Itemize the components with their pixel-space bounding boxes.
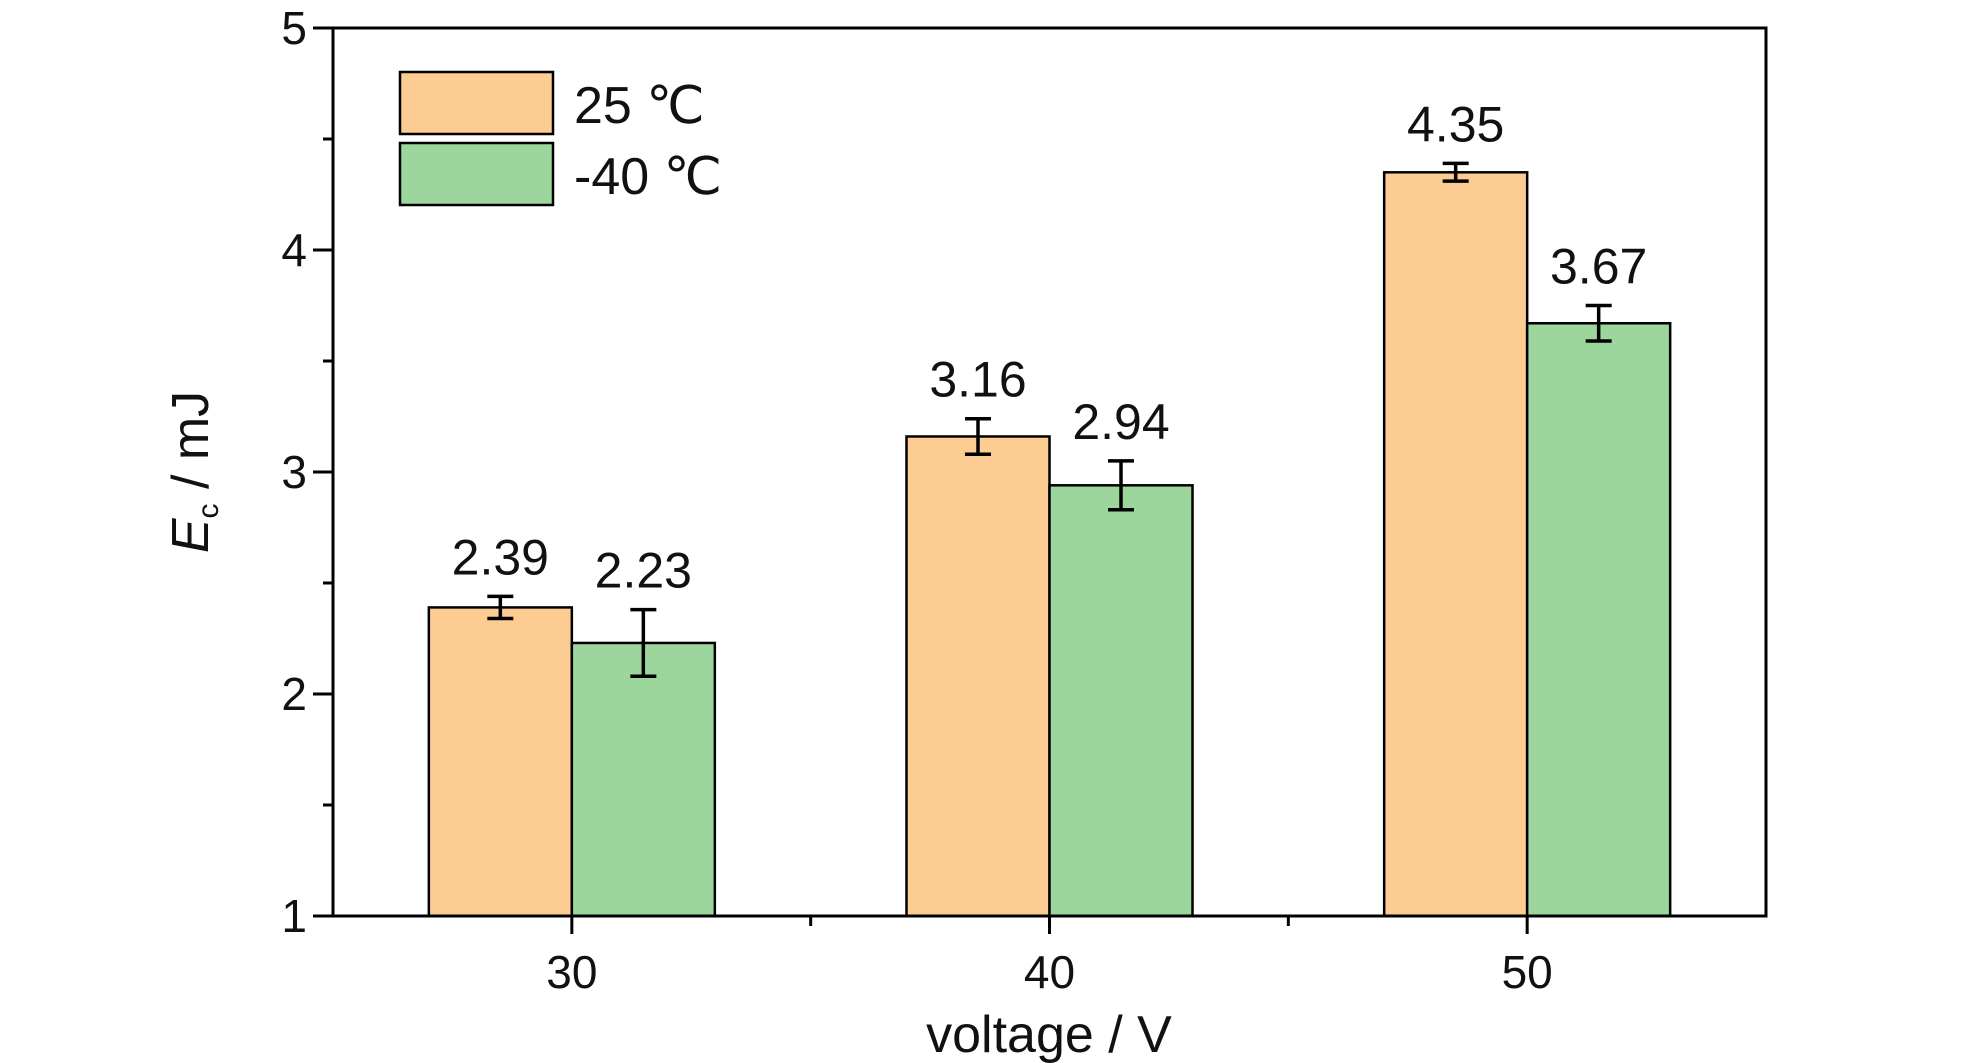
x-axis-ticks: 30 40 50 xyxy=(546,916,1553,998)
legend-label-25c: 25 ℃ xyxy=(574,77,705,135)
x-tick-label-30: 30 xyxy=(546,946,597,998)
bar-25-30 xyxy=(427,606,574,918)
bar-25-40 xyxy=(905,435,1051,918)
bar-minus40-40 xyxy=(1048,484,1194,918)
error-bar-25-30 xyxy=(487,594,514,621)
legend-swatch-minus40c xyxy=(398,141,555,207)
data-label-minus40-40: 2.94 xyxy=(1072,394,1169,450)
data-labels-layer: 2.39 2.23 3.16 2.94 4.35 3.67 xyxy=(452,96,1648,598)
error-bar-minus40-40 xyxy=(1108,459,1134,512)
error-bar-minus40-30 xyxy=(630,607,657,678)
legend: 25 ℃ -40 ℃ xyxy=(398,70,722,207)
error-bars-layer xyxy=(487,161,1612,678)
y-tick-label: 4 xyxy=(281,224,307,276)
x-axis-title: voltage / V xyxy=(926,1006,1172,1063)
bars-layer xyxy=(427,171,1672,918)
y-axis-title-sub: c xyxy=(192,503,225,518)
y-tick-label: 5 xyxy=(281,2,307,54)
error-bar-minus40-50 xyxy=(1585,303,1612,343)
legend-label-minus40c: -40 ℃ xyxy=(574,148,722,206)
data-label-25-50: 4.35 xyxy=(1407,96,1504,152)
y-axis-ticks: 1 2 3 4 5 xyxy=(281,2,333,942)
error-bar-25-40 xyxy=(965,416,991,456)
bar-minus40-30 xyxy=(570,641,717,918)
x-tick-label-40: 40 xyxy=(1024,946,1075,998)
data-label-25-40: 3.16 xyxy=(929,352,1026,408)
x-tick-label-50: 50 xyxy=(1502,946,1553,998)
data-label-minus40-50: 3.67 xyxy=(1550,239,1647,295)
bar-25-50 xyxy=(1382,171,1529,918)
y-tick-label: 2 xyxy=(281,668,307,720)
data-label-minus40-30: 2.23 xyxy=(595,543,692,599)
y-tick-label: 1 xyxy=(281,890,307,942)
y-axis-title: Ec / mJ xyxy=(162,391,225,553)
data-label-25-30: 2.39 xyxy=(452,529,549,585)
legend-swatch-25c xyxy=(398,70,555,136)
y-tick-label: 3 xyxy=(281,446,307,498)
y-axis-title-main: E xyxy=(162,517,220,553)
y-axis-title-unit: / mJ xyxy=(162,391,220,504)
error-bar-25-50 xyxy=(1442,161,1469,183)
bar-minus40-50 xyxy=(1525,322,1672,918)
